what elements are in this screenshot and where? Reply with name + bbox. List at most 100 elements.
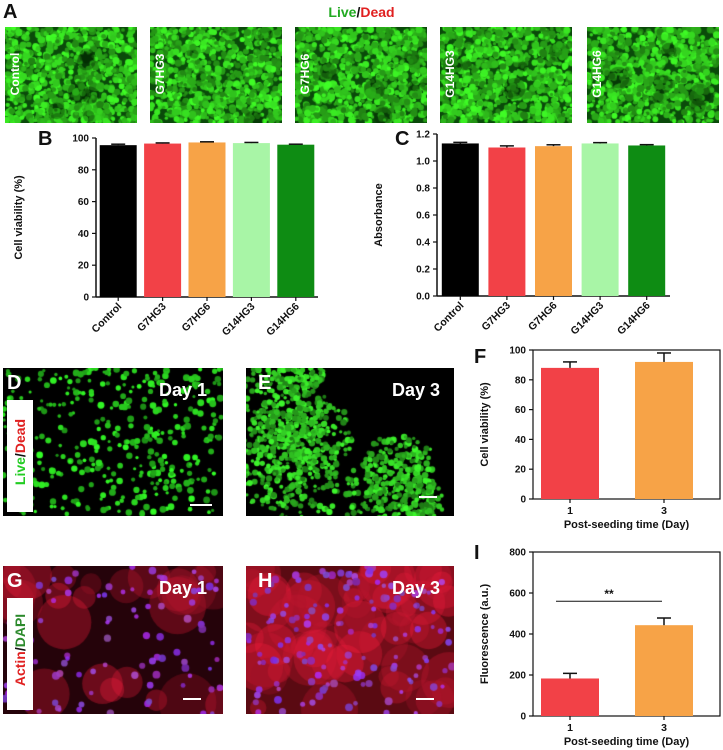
micrograph-label: G7HG3 — [153, 53, 167, 95]
panel-h-letter: H — [258, 570, 273, 592]
x-tick-label: G14HG6 — [264, 301, 302, 339]
stain-live: Live — [12, 457, 28, 486]
bar-control — [441, 143, 479, 296]
scale-bar — [419, 496, 437, 498]
micrograph-day3-actin-dapi: H Day 3 — [246, 566, 454, 714]
x-tick-label: 3 — [661, 505, 667, 517]
panel-i-letter: I — [474, 542, 480, 564]
x-axis-label: Post-seeding time (Day) — [564, 519, 690, 530]
x-tick-label: G14HG3 — [220, 301, 258, 339]
micrograph-g14hg3: G14HG3 — [440, 27, 572, 123]
y-axis-label: Absorbance — [373, 183, 385, 247]
micrograph-day3-live-dead: E Day 3 — [246, 368, 454, 516]
day-label: Day 1 — [158, 380, 207, 400]
y-tick-label: 1.0 — [416, 157, 430, 168]
panel-a-letter: A — [3, 1, 18, 23]
day-label: Day 1 — [158, 578, 207, 598]
bar-g7hg3 — [488, 147, 526, 296]
panel-c-letter: C — [395, 128, 410, 150]
bar-3 — [635, 361, 693, 499]
scale-bar — [416, 698, 434, 700]
chart-i: 0 200 400 600 800 Fluorescence (a.u.) 1 3 Post-s… — [479, 548, 721, 748]
bar-g14hg6 — [628, 145, 666, 296]
y-axis-label: Cell viability (%) — [479, 382, 491, 467]
y-tick-label: 60 — [515, 405, 527, 416]
y-tick-label: 80 — [78, 165, 90, 176]
bar-g7hg6 — [535, 146, 572, 296]
y-axis-label: Fluorescence (a.u.) — [479, 584, 491, 685]
y-tick-label: 800 — [509, 548, 526, 559]
micrograph-label: G14HG6 — [590, 50, 604, 98]
y-tick-label: 0 — [520, 495, 526, 506]
y-tick-label: 400 — [509, 630, 526, 641]
x-tick-label: G14HG6 — [615, 300, 653, 338]
micrograph-label: G7HG6 — [298, 53, 312, 95]
chart-b: 0 20 40 60 80 100 Cell viability (%) Control G7H… — [13, 134, 318, 339]
micrograph-label: G14HG3 — [443, 50, 457, 98]
x-tick-label: G7HG6 — [179, 301, 213, 335]
plot-frame — [532, 349, 721, 500]
y-tick-label: 0.6 — [416, 211, 430, 222]
chart-f: 0 20 40 60 80 100 Cell viability (%) 1 3 Post-see… — [479, 346, 721, 530]
y-tick-label: 200 — [509, 671, 526, 682]
y-tick-label: 20 — [515, 465, 527, 476]
y-tick-label: 100 — [72, 134, 89, 145]
bar-g14hg3 — [232, 143, 270, 297]
y-tick-label: 600 — [509, 589, 526, 600]
micrograph-control: Control — [5, 27, 137, 123]
chart-c: 0.0 0.2 0.4 0.6 0.8 1.0 1.2 Absorbance Control G7… — [373, 130, 670, 338]
y-tick-label: 1.2 — [416, 130, 430, 141]
micrograph-g7hg6: G7HG6 — [295, 27, 427, 123]
bar-g14hg6 — [277, 144, 315, 297]
x-tick-label: 1 — [567, 722, 573, 734]
panel-e-letter: E — [258, 372, 272, 394]
bar-g7hg6 — [188, 142, 226, 297]
x-tick-label: 3 — [661, 722, 667, 734]
scale-bar — [183, 698, 201, 700]
panel-f-letter: F — [474, 346, 487, 368]
y-tick-label: 20 — [78, 261, 90, 272]
micrograph-label: Control — [8, 52, 22, 96]
y-tick-label: 60 — [78, 197, 90, 208]
y-tick-label: 0.2 — [416, 265, 430, 276]
stain-legend: Live/Dead — [7, 400, 33, 512]
y-axis-label: Cell viability (%) — [13, 175, 25, 260]
stain-dapi: DAPI — [12, 613, 28, 648]
x-tick-label: Control — [89, 301, 124, 336]
y-tick-label: 0 — [520, 712, 526, 723]
panel-d-letter: D — [7, 372, 22, 394]
stain-sep: / — [12, 453, 28, 458]
stain-legend: Actin/DAPI — [7, 598, 33, 710]
significance-label: ** — [604, 587, 614, 601]
bar-1 — [541, 367, 599, 499]
micrograph-day1-live-dead: D Day 1 Live/Dead — [3, 368, 223, 516]
scale-bar — [190, 504, 212, 506]
bar-g14hg3 — [581, 143, 619, 296]
y-tick-label: 100 — [509, 346, 526, 357]
micrograph-g7hg3: G7HG3 — [150, 27, 282, 123]
panel-b-letter: B — [38, 128, 53, 150]
panel-g-letter: G — [7, 570, 23, 592]
panel-a-title: Live/Dead — [0, 4, 723, 20]
y-tick-label: 0.4 — [416, 238, 430, 249]
y-tick-label: 80 — [515, 375, 527, 386]
y-tick-label: 0 — [83, 293, 89, 304]
x-tick-label: G7HG6 — [526, 300, 560, 334]
y-tick-label: 0.8 — [416, 184, 430, 195]
micrograph-g14hg6: G14HG6 — [587, 27, 719, 123]
bar-3 — [635, 625, 693, 716]
y-tick-label: 0.0 — [416, 292, 430, 303]
stain-dead: Dead — [12, 418, 28, 454]
title-sep: / — [356, 4, 361, 20]
y-tick-label: 40 — [515, 435, 527, 446]
day-label: Day 3 — [391, 380, 440, 400]
x-tick-label: G14HG3 — [568, 300, 606, 338]
stain-actin: Actin — [12, 651, 28, 687]
bar-1 — [541, 678, 599, 716]
y-tick-label: 40 — [78, 229, 90, 240]
x-axis-label: Post-seeding time (Day) — [564, 736, 690, 748]
micrograph-day1-actin-dapi: G Day 1 Actin/DAPI — [3, 566, 223, 714]
bar-g7hg3 — [144, 143, 182, 297]
title-live: Live — [328, 4, 357, 20]
x-tick-label: G7HG3 — [479, 300, 513, 334]
